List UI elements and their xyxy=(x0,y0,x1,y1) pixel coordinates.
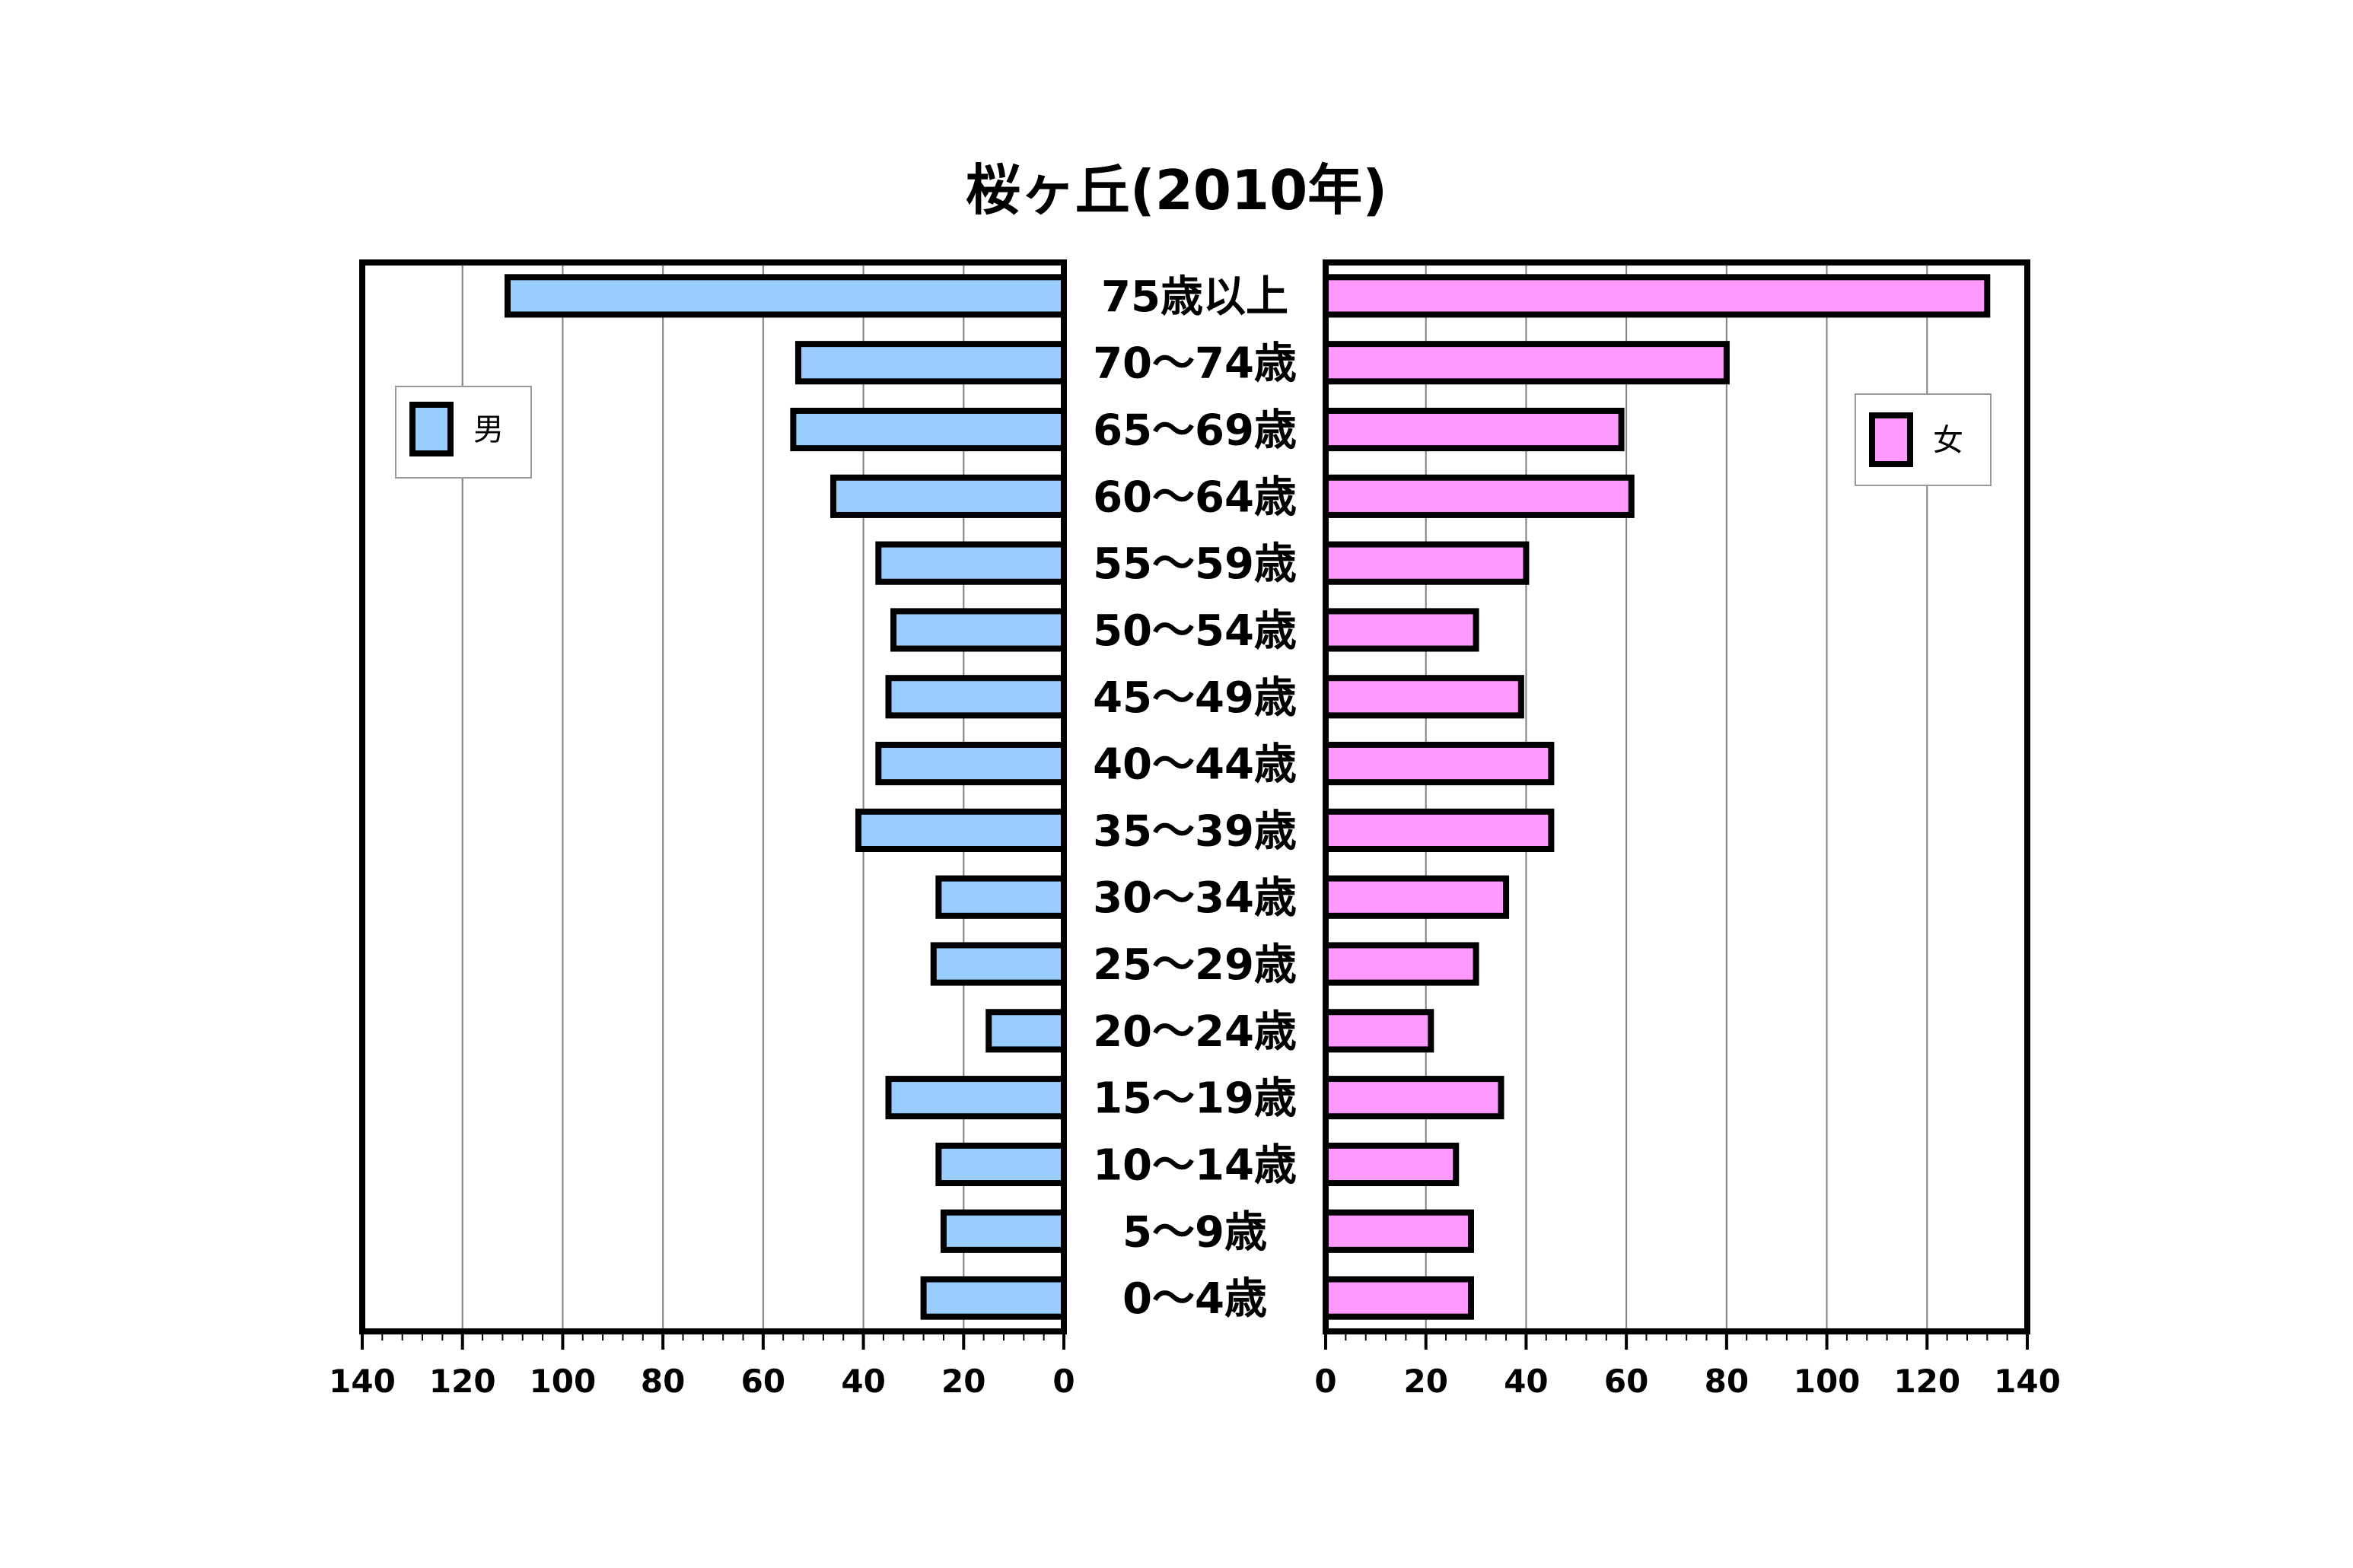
male-bar xyxy=(875,742,1068,786)
female-bar xyxy=(1323,541,1530,585)
age-label: 45～49歳 xyxy=(1093,673,1297,723)
male-bar xyxy=(890,608,1067,652)
age-label: 30～34歳 xyxy=(1093,873,1297,923)
female-tick-label: 140 xyxy=(1994,1363,2061,1400)
female-bar xyxy=(1323,942,1479,986)
male-tick-label: 0 xyxy=(1052,1363,1075,1400)
male-bar xyxy=(920,1276,1067,1320)
male-tick-label: 40 xyxy=(841,1363,885,1400)
male-bar xyxy=(985,1009,1067,1053)
age-label: 75歳以上 xyxy=(1101,272,1288,322)
female-bar xyxy=(1323,274,1991,318)
legend-male: 男 xyxy=(395,386,532,479)
female-bar xyxy=(1323,474,1635,518)
female-tick-label: 120 xyxy=(1893,1363,1960,1400)
legend-male-label: 男 xyxy=(473,412,504,447)
legend-female-label: 女 xyxy=(1933,423,1963,458)
female-tick-label: 80 xyxy=(1705,1363,1749,1400)
age-label: 5～9歳 xyxy=(1122,1207,1267,1257)
male-tick-label: 100 xyxy=(530,1363,597,1400)
male-bar xyxy=(930,942,1068,986)
female-bar xyxy=(1323,1209,1474,1253)
female-tick-label: 100 xyxy=(1794,1363,1861,1400)
female-bar xyxy=(1323,1276,1474,1320)
male-bar xyxy=(504,274,1067,318)
male-tick-label: 80 xyxy=(641,1363,685,1400)
female-tick-label: 20 xyxy=(1403,1363,1447,1400)
male-bar xyxy=(830,474,1067,518)
female-plot-frame xyxy=(1323,259,2030,1334)
female-bar xyxy=(1323,808,1555,852)
age-label: 65～69歳 xyxy=(1093,406,1297,456)
age-label: 70～74歳 xyxy=(1093,339,1297,389)
male-bar xyxy=(935,875,1068,919)
age-category-labels: 75歳以上 70～74歳 65～69歳 60～64歳 55～59歳 50～54歳 45～49… xyxy=(1093,272,1297,1324)
legend-male-swatch xyxy=(409,402,454,456)
age-label: 40～44歳 xyxy=(1093,740,1297,790)
male-tick-label: 140 xyxy=(329,1363,396,1400)
female-tick-label: 60 xyxy=(1604,1363,1648,1400)
male-plot-frame xyxy=(359,259,1067,1334)
age-label: 25～29歳 xyxy=(1093,940,1297,990)
age-label: 60～64歳 xyxy=(1093,472,1297,522)
legend-female-swatch xyxy=(1869,412,1913,467)
age-label: 35～39歳 xyxy=(1093,806,1297,856)
age-label: 20～24歳 xyxy=(1093,1007,1297,1057)
female-bar xyxy=(1323,875,1510,919)
male-bar xyxy=(790,407,1068,452)
female-tick-label: 0 xyxy=(1314,1363,1336,1400)
age-label: 50～54歳 xyxy=(1093,606,1297,656)
female-bar xyxy=(1323,341,1730,385)
age-label: 15～19歳 xyxy=(1093,1074,1297,1124)
female-bar xyxy=(1323,1009,1434,1053)
male-tick-label: 20 xyxy=(941,1363,985,1400)
female-bar xyxy=(1323,407,1625,452)
chart-title: 桜ヶ丘(2010年) xyxy=(966,158,1387,222)
male-bar xyxy=(855,808,1067,852)
male-bar xyxy=(935,1142,1068,1187)
male-bar xyxy=(875,541,1068,585)
age-label: 0～4歳 xyxy=(1122,1274,1267,1324)
female-bar xyxy=(1323,608,1479,652)
age-label: 10～14歳 xyxy=(1093,1140,1297,1190)
male-bar xyxy=(885,1076,1067,1120)
female-tick-label: 40 xyxy=(1504,1363,1548,1400)
female-bar xyxy=(1323,742,1555,786)
male-panel: 140 120 100 80 60 40 20 0 xyxy=(329,259,1075,1400)
male-bar xyxy=(940,1209,1068,1253)
male-bar xyxy=(885,675,1067,719)
male-bar xyxy=(794,341,1067,385)
female-bar xyxy=(1323,1076,1504,1120)
female-bar xyxy=(1323,1142,1460,1187)
male-tick-label: 60 xyxy=(741,1363,785,1400)
legend-female: 女 xyxy=(1855,393,1992,486)
male-tick-label: 120 xyxy=(429,1363,496,1400)
female-bar xyxy=(1323,675,1524,719)
age-label: 55～59歳 xyxy=(1093,539,1297,589)
